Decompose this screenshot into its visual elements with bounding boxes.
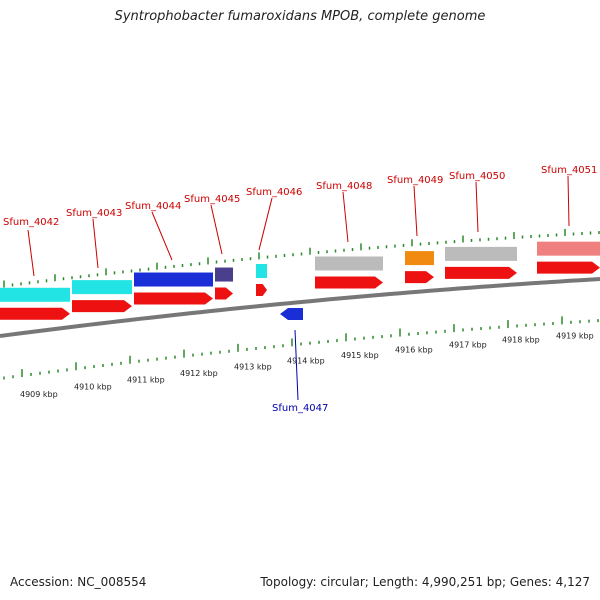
gene-label: Sfum_4043 [66,208,122,219]
cds-arrow [72,300,132,313]
topology-label: Topology: circular; Length: 4,990,251 bp… [260,575,590,589]
gene-feature-bar [215,267,233,282]
cds-arrow [537,261,600,274]
gene-feature-bar [537,241,600,256]
gene-label: Sfum_4045 [184,194,240,205]
gene-feature-bar [0,287,70,302]
gene-label: Sfum_4042 [3,217,59,228]
gene-label-leader [258,197,273,251]
cds-arrow [445,266,517,279]
gene-label: Sfum_4050 [449,171,505,182]
gene-label-leader [210,204,223,255]
gene-label: Sfum_4049 [387,175,443,186]
gene-label: Sfum_4047 [272,403,328,414]
inner-tick-track [3,316,599,380]
scale-label: 4912 kbp [180,369,218,378]
cds-track [0,261,600,320]
gene-feature-bar [405,251,434,266]
cds-arrow [405,271,434,284]
accession-label: Accession: NC_008554 [10,575,147,589]
gene-label-leader [342,191,349,243]
scale-label: 4914 kbp [287,357,325,366]
gene-label: Sfum_4048 [316,181,372,192]
scale-label: 4911 kbp [127,376,165,385]
cds-arrow [134,292,213,305]
gene-feature-bar [134,272,213,287]
cds-arrow [256,284,267,297]
gene-label-leader [92,218,99,269]
gene-feature-bar [445,246,517,261]
scale-label: 4917 kbp [449,340,487,349]
feature-track [0,241,600,302]
scale-label: 4918 kbp [502,336,540,345]
scale-label: 4909 kbp [20,390,58,399]
gene-label: Sfum_4046 [246,187,302,198]
reverse-gene-arrow [280,308,303,320]
genome-title: Syntrophobacter fumaroxidans MPOB, compl… [114,9,486,24]
gene-label-leader [27,229,35,277]
gene-label-leader [567,175,570,227]
scale-label: 4919 kbp [556,331,594,340]
gene-feature-bar [256,264,267,279]
cds-arrow [0,307,70,320]
genome-backbone [0,277,600,338]
scale-label: 4913 kbp [234,363,272,372]
scale-label: 4916 kbp [395,345,433,354]
cds-arrow [215,287,233,300]
scale-label: 4915 kbp [341,351,379,360]
gene-label-leader [475,181,479,233]
cds-arrow [315,276,383,289]
gene-label: Sfum_4044 [125,201,181,212]
scale-labels: 4909 kbp 4910 kbp 4911 kbp 4912 kbp 4913 kbp… [20,331,594,399]
gene-label-leader [413,185,418,237]
gene-feature-bar [72,280,132,295]
gene-label-leader [294,329,299,401]
gene-label: Sfum_4051 [541,165,597,176]
gene-label-leader [151,211,173,261]
outer-tick-track [3,228,600,288]
gene-feature-bar [315,256,383,271]
scale-label: 4910 kbp [74,383,112,392]
